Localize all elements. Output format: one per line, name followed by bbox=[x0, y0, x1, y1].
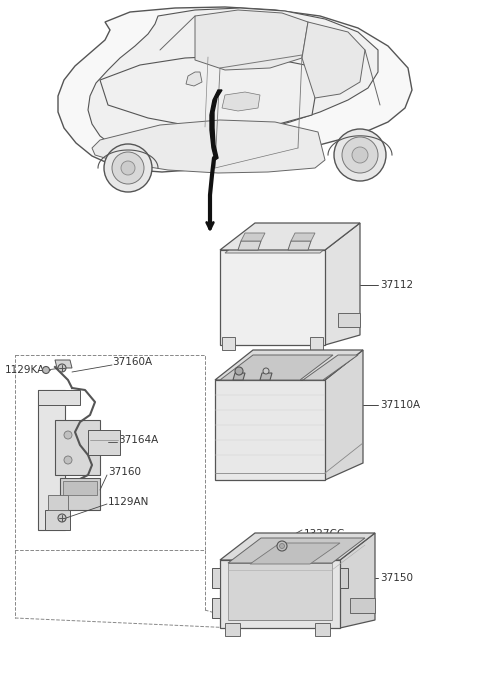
Polygon shape bbox=[55, 420, 100, 475]
Polygon shape bbox=[288, 241, 311, 250]
Polygon shape bbox=[212, 598, 220, 618]
Polygon shape bbox=[220, 533, 375, 560]
Polygon shape bbox=[220, 223, 360, 250]
Polygon shape bbox=[238, 241, 261, 250]
Polygon shape bbox=[225, 253, 320, 340]
Polygon shape bbox=[215, 380, 325, 480]
Polygon shape bbox=[220, 355, 333, 380]
Polygon shape bbox=[48, 495, 68, 510]
Circle shape bbox=[64, 431, 72, 439]
Polygon shape bbox=[325, 350, 363, 480]
Text: 37150: 37150 bbox=[380, 573, 413, 583]
Polygon shape bbox=[220, 560, 340, 628]
Text: 13271: 13271 bbox=[304, 539, 337, 549]
Polygon shape bbox=[63, 481, 97, 495]
Text: 1129KA: 1129KA bbox=[5, 365, 45, 375]
Circle shape bbox=[58, 514, 66, 522]
Polygon shape bbox=[220, 250, 325, 345]
Text: 37160: 37160 bbox=[108, 467, 141, 477]
Text: 37160A: 37160A bbox=[112, 357, 152, 367]
Polygon shape bbox=[88, 8, 378, 152]
Circle shape bbox=[342, 137, 378, 173]
Polygon shape bbox=[92, 120, 325, 173]
Polygon shape bbox=[38, 390, 80, 405]
Polygon shape bbox=[195, 10, 308, 70]
Polygon shape bbox=[291, 233, 315, 241]
Polygon shape bbox=[100, 56, 318, 128]
Polygon shape bbox=[222, 337, 235, 350]
Circle shape bbox=[64, 456, 72, 464]
Polygon shape bbox=[325, 223, 360, 345]
Polygon shape bbox=[350, 598, 375, 613]
Polygon shape bbox=[55, 360, 72, 368]
Polygon shape bbox=[222, 92, 260, 111]
Polygon shape bbox=[60, 478, 100, 510]
Polygon shape bbox=[225, 623, 240, 636]
Polygon shape bbox=[250, 543, 340, 564]
Circle shape bbox=[43, 367, 49, 374]
Polygon shape bbox=[88, 430, 120, 455]
Circle shape bbox=[112, 152, 144, 184]
Circle shape bbox=[352, 147, 368, 163]
Polygon shape bbox=[186, 72, 202, 86]
Circle shape bbox=[277, 541, 287, 551]
Text: 1129AN: 1129AN bbox=[108, 497, 149, 507]
Polygon shape bbox=[302, 22, 365, 98]
Polygon shape bbox=[340, 533, 375, 628]
Polygon shape bbox=[228, 563, 332, 620]
Polygon shape bbox=[241, 233, 265, 241]
Polygon shape bbox=[340, 568, 348, 588]
Polygon shape bbox=[260, 373, 272, 380]
Text: 37110A: 37110A bbox=[380, 400, 420, 410]
Polygon shape bbox=[215, 350, 363, 380]
Circle shape bbox=[121, 161, 135, 175]
Text: 37164A: 37164A bbox=[118, 435, 158, 445]
Circle shape bbox=[104, 144, 152, 192]
Polygon shape bbox=[228, 538, 365, 563]
Polygon shape bbox=[303, 355, 358, 380]
Polygon shape bbox=[233, 373, 245, 380]
Polygon shape bbox=[338, 313, 360, 327]
Text: 37112: 37112 bbox=[380, 280, 413, 290]
Polygon shape bbox=[212, 568, 220, 588]
Circle shape bbox=[58, 364, 66, 372]
Polygon shape bbox=[315, 623, 330, 636]
Polygon shape bbox=[310, 337, 323, 350]
Polygon shape bbox=[58, 7, 412, 172]
Text: 1327CC: 1327CC bbox=[304, 529, 345, 539]
Polygon shape bbox=[210, 90, 222, 160]
Circle shape bbox=[279, 544, 285, 548]
Polygon shape bbox=[225, 227, 350, 253]
Polygon shape bbox=[45, 510, 70, 530]
Circle shape bbox=[263, 368, 269, 374]
Circle shape bbox=[334, 129, 386, 181]
Circle shape bbox=[235, 367, 243, 375]
Polygon shape bbox=[38, 390, 65, 530]
